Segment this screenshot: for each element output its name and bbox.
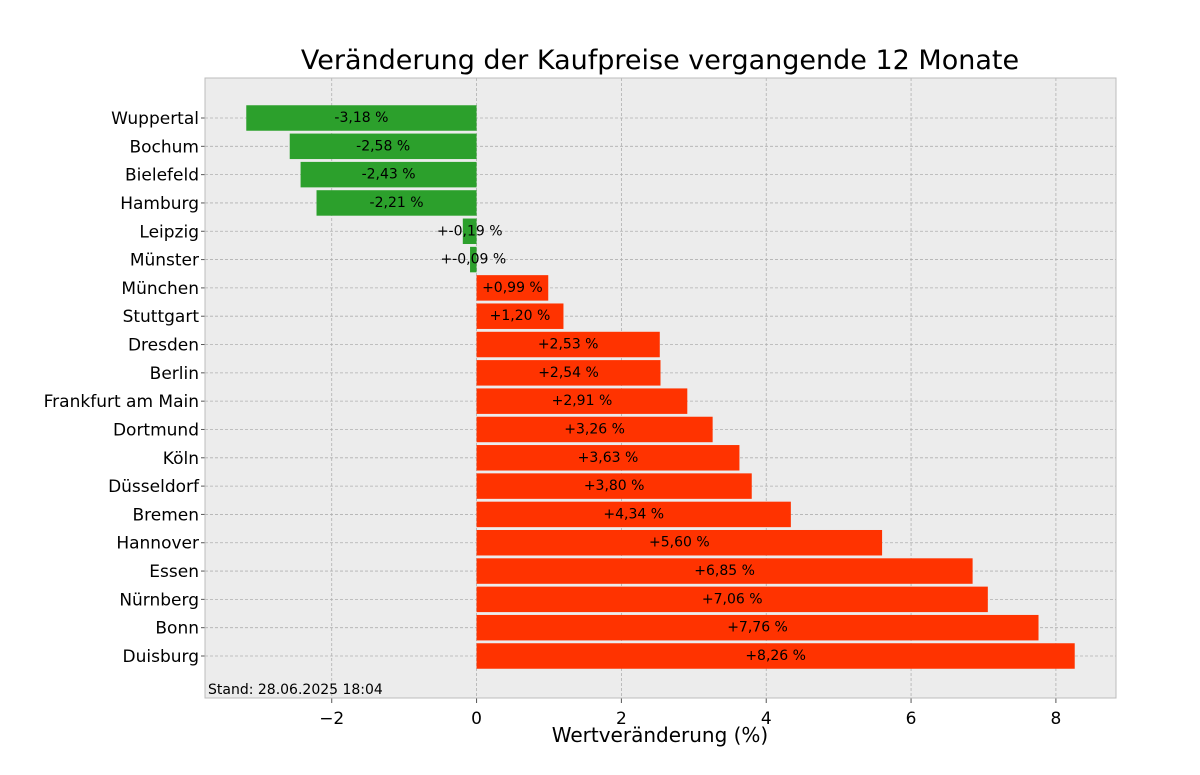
category-label: Hannover (116, 534, 199, 554)
bar (476, 643, 1075, 669)
bar (476, 388, 688, 414)
bar (476, 501, 791, 528)
category-label: Düsseldorf (108, 477, 200, 497)
data-label: +3,63 % (578, 450, 639, 466)
data-labels: -3,18 % -2,58 % -2,43 % -2,21 % +-0,19 % +-0,… (334, 110, 806, 664)
data-label: +4,34 % (603, 506, 664, 522)
category-label: Dortmund (113, 420, 199, 440)
data-label: +-0,09 % (440, 252, 506, 268)
data-label: +2,53 % (538, 337, 599, 353)
bar (476, 303, 564, 329)
data-label: +5,60 % (649, 535, 710, 551)
data-label: -2,21 % (370, 195, 424, 211)
category-label: Köln (163, 449, 199, 469)
category-label: Berlin (150, 364, 199, 384)
x-tick-label: 6 (906, 709, 917, 729)
category-label: Bielefeld (125, 166, 199, 186)
category-label: München (121, 279, 199, 299)
category-label: Leipzig (139, 222, 199, 242)
x-tick-label: 4 (761, 709, 772, 729)
bar (462, 218, 477, 245)
category-label: Wuppertal (111, 109, 199, 129)
bar (476, 275, 549, 301)
data-label: -2,43 % (362, 167, 416, 183)
x-tick-label: −2 (319, 709, 344, 729)
category-label: Duisburg (123, 647, 200, 667)
bar (476, 331, 660, 358)
bar (476, 558, 973, 584)
data-label: +-0,19 % (437, 223, 503, 239)
category-label: Stuttgart (123, 307, 200, 327)
bar (476, 586, 988, 613)
plot-frame (204, 77, 1117, 699)
x-axis-label: Wertveränderung (%) (552, 723, 769, 747)
x-tick-labels: −2 0 2 4 6 8 (319, 698, 1061, 729)
bars (246, 105, 1075, 669)
category-label: Bonn (155, 619, 199, 639)
bar (470, 246, 477, 273)
data-label: -2,58 % (356, 138, 410, 154)
data-label: +3,26 % (564, 421, 625, 437)
bar (316, 190, 477, 216)
category-label: Münster (130, 251, 199, 271)
data-label: +2,91 % (552, 393, 613, 409)
bar (476, 360, 661, 386)
bar (476, 614, 1039, 641)
category-label: Dresden (128, 336, 199, 356)
category-label: Hamburg (120, 194, 199, 214)
data-label: +7,76 % (727, 620, 788, 636)
chart-title: Veränderung der Kaufpreise vergangende 1… (301, 45, 1019, 76)
bar (476, 445, 740, 471)
category-label: Bremen (132, 505, 199, 525)
category-label: Frankfurt am Main (44, 392, 199, 412)
data-label: +1,20 % (490, 308, 551, 324)
bar (300, 161, 477, 188)
data-label: +6,85 % (694, 563, 755, 579)
bar (476, 416, 713, 443)
data-label: -3,18 % (334, 110, 388, 126)
bar (289, 133, 477, 160)
category-label: Nürnberg (119, 590, 199, 610)
category-labels: Wuppertal Bochum Bielefeld Hamburg Leipzig Mü… (44, 109, 205, 667)
timestamp-note: Stand: 28.06.2025 18:04 (208, 682, 383, 698)
x-tick-label: 2 (616, 709, 627, 729)
x-tick-label: 0 (471, 709, 482, 729)
data-label: +2,54 % (538, 365, 599, 381)
data-label: +8,26 % (745, 648, 806, 664)
data-label: +0,99 % (482, 280, 543, 296)
category-label: Bochum (129, 137, 199, 157)
data-label: +7,06 % (702, 591, 763, 607)
category-label: Essen (149, 562, 199, 582)
bar (476, 529, 883, 556)
data-label: +3,80 % (584, 478, 645, 494)
bar (476, 473, 752, 499)
bar (246, 105, 477, 131)
x-tick-label: 8 (1050, 709, 1061, 729)
